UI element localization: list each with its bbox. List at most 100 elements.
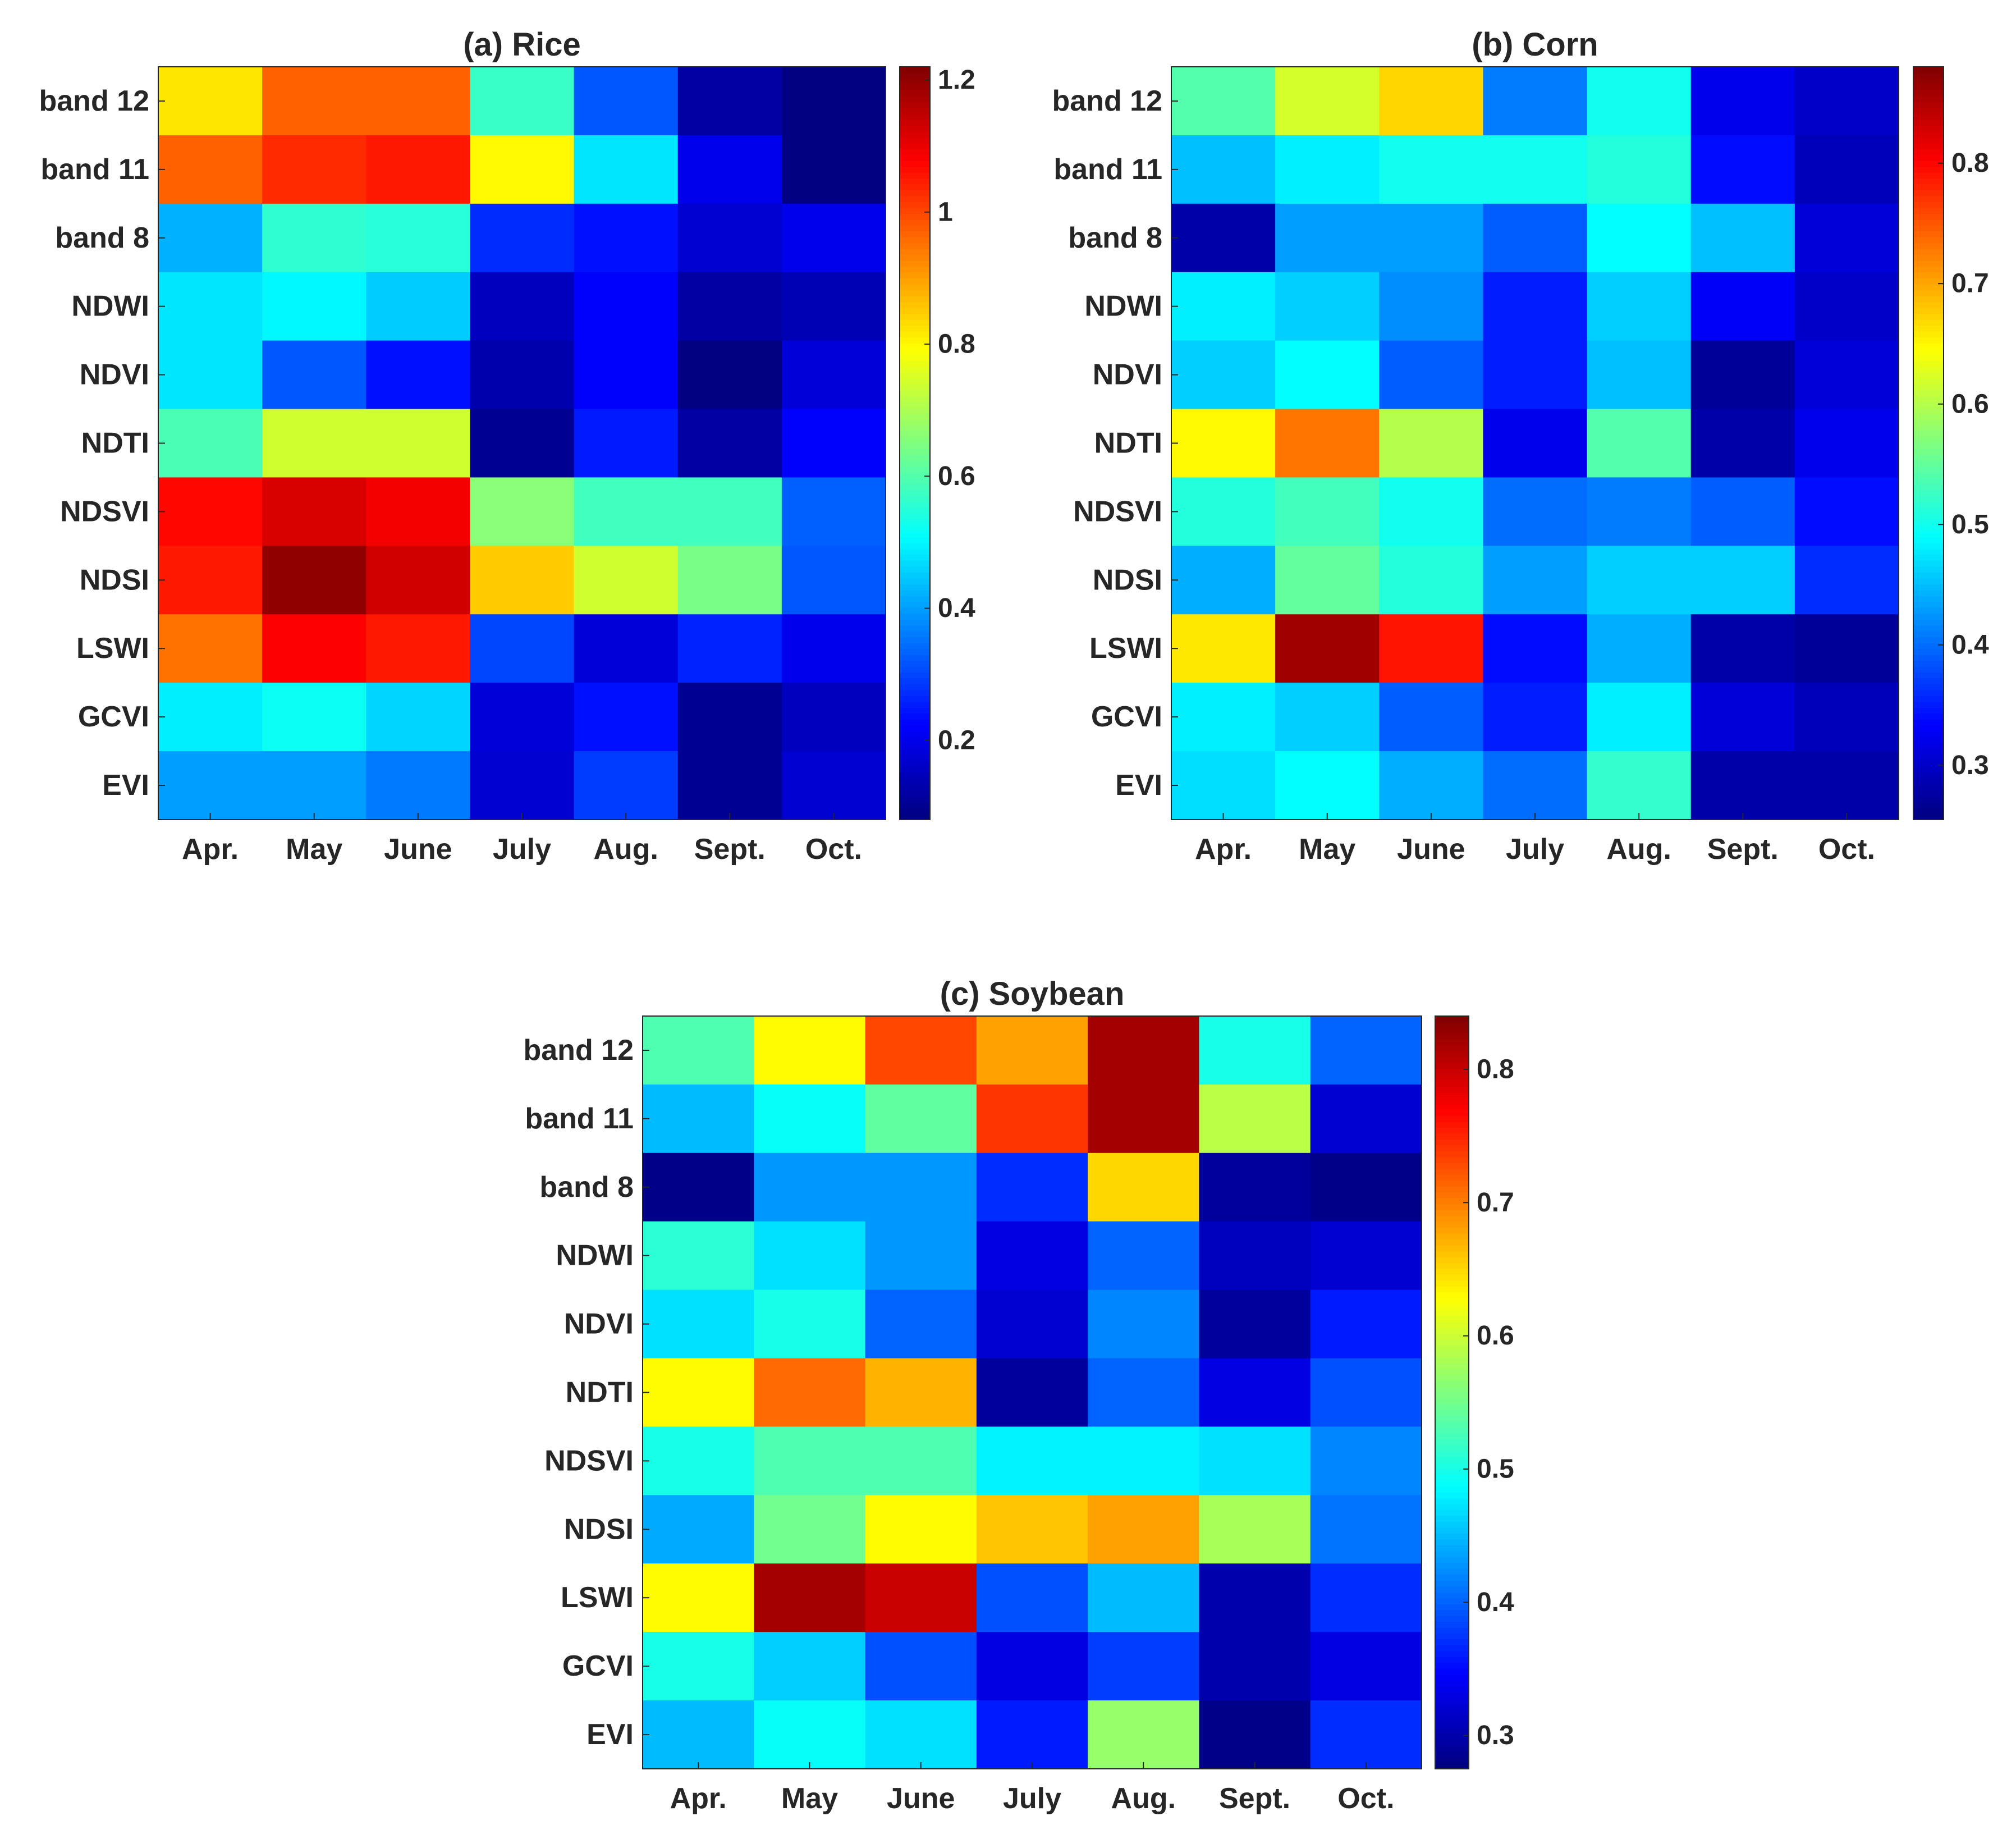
heatmap-cell-band-11-sept	[677, 135, 782, 204]
colorbar-segment	[900, 78, 930, 85]
colorbar-segment	[900, 314, 930, 321]
chart-title: (b) Corn	[1472, 26, 1598, 63]
colorbar-segment	[900, 278, 930, 285]
colorbar-segment	[900, 784, 930, 791]
colorbar-segment	[900, 414, 930, 420]
colorbar-segment	[1913, 607, 1944, 615]
colorbar-segment	[1913, 661, 1944, 667]
colorbar-segment	[1435, 1563, 1469, 1570]
colorbar-segment	[900, 666, 930, 673]
heatmap-cell-gcvi-may	[262, 683, 366, 752]
heatmap-cell-ndsi-aug	[1088, 1495, 1200, 1564]
colorbar-segment	[1913, 478, 1944, 485]
heatmap-cell-gcvi-oct	[781, 683, 886, 752]
colorbar-segment	[1435, 1704, 1469, 1711]
colorbar-segment	[1913, 243, 1944, 250]
colorbar-tick-label: 0.6	[1477, 1321, 1514, 1351]
colorbar-segment	[1913, 790, 1944, 797]
colorbar-segment	[1913, 190, 1944, 197]
y-tick-label-ndsvi: NDSVI	[544, 1444, 634, 1477]
y-tick-label-band-12: band 12	[1052, 85, 1163, 117]
heatmap-cell-ndti-june	[865, 1358, 977, 1428]
colorbar-segment	[1435, 1363, 1469, 1370]
heatmap-cell-evi-aug	[1088, 1700, 1200, 1769]
colorbar-segment	[900, 649, 930, 656]
colorbar-segment	[1435, 1351, 1469, 1358]
heatmap-cell-lswi-aug	[1587, 614, 1692, 683]
colorbar-tick-label: 0.5	[1951, 510, 1989, 539]
x-tick-label-may: May	[286, 833, 342, 866]
colorbar-segment	[1913, 437, 1944, 444]
colorbar-segment	[1435, 1533, 1469, 1540]
colorbar-segment	[1913, 696, 1944, 703]
heatmap-cell-gcvi-apr	[643, 1632, 754, 1701]
colorbar-tick-label: 0.8	[1951, 148, 1989, 178]
heatmap-cell-lswi-june	[865, 1563, 977, 1632]
heatmap-cell-band-11-apr	[1171, 135, 1276, 204]
colorbar-tick-label: 0.2	[938, 725, 975, 755]
heatmap-cell-band-12-may	[1275, 67, 1380, 136]
colorbar-segment	[1913, 460, 1944, 468]
heatmap-cell-ndsi-sept	[1199, 1495, 1311, 1564]
x-tick-label-sept: Sept.	[1707, 833, 1779, 866]
colorbar-segment	[1435, 1174, 1469, 1182]
colorbar-segment	[900, 284, 930, 291]
heatmap-cell-ndwi-june	[865, 1221, 977, 1291]
heatmap-cell-evi-june	[1379, 751, 1484, 820]
colorbar-segment	[900, 678, 930, 685]
heatmap-cell-ndwi-sept	[1199, 1221, 1311, 1291]
heatmap-cell-evi-june	[865, 1700, 977, 1769]
colorbar-segment	[900, 125, 930, 132]
heatmap-cell-band-8-may	[1275, 203, 1380, 273]
colorbar-segment	[900, 637, 930, 644]
colorbar-segment	[900, 478, 930, 485]
y-tick-label-evi: EVI	[587, 1718, 634, 1751]
y-tick-label-gcvi: GCVI	[562, 1650, 634, 1682]
colorbar-segment	[1913, 349, 1944, 356]
colorbar-segment	[1913, 167, 1944, 173]
colorbar-tick-label: 0.4	[1951, 630, 1989, 660]
heatmap-cell-evi-apr	[1171, 751, 1276, 820]
colorbar-segment	[900, 231, 930, 238]
colorbar-segment	[900, 67, 930, 74]
colorbar-segment	[1435, 1122, 1469, 1128]
colorbar-segment	[900, 367, 930, 373]
heatmap-cell-band-11-july	[976, 1084, 1088, 1154]
heatmap-cell-ndvi-apr	[643, 1289, 754, 1359]
colorbar-segment	[1913, 731, 1944, 738]
colorbar-tick-label: 1.2	[938, 65, 975, 95]
heatmap-cell-ndsi-sept	[677, 546, 782, 615]
heatmap-cell-ndvi-june	[1379, 340, 1484, 410]
heatmap-cell-ndsi-june	[366, 546, 471, 615]
heatmap-cell-evi-july	[470, 751, 575, 820]
colorbar-segment	[1435, 1510, 1469, 1517]
colorbar-segment	[1435, 1057, 1469, 1064]
colorbar-segment	[900, 490, 930, 497]
heatmap-cell-band-12-apr	[643, 1016, 754, 1085]
colorbar-segment	[1913, 631, 1944, 638]
colorbar-segment	[1913, 384, 1944, 391]
colorbar-segment	[1913, 414, 1944, 420]
colorbar-segment	[900, 331, 930, 338]
colorbar-segment	[1435, 1304, 1469, 1311]
heatmap-cell-ndti-sept	[1199, 1358, 1311, 1428]
colorbar-segment	[1435, 1033, 1469, 1040]
colorbar-segment	[1913, 784, 1944, 791]
heatmap-cell-lswi-sept	[1690, 614, 1795, 683]
colorbar-segment	[1435, 1710, 1469, 1717]
colorbar-segment	[900, 190, 930, 197]
colorbar-segment	[900, 372, 930, 379]
colorbar-segment	[1435, 1251, 1469, 1258]
colorbar-segment	[900, 196, 930, 203]
colorbar-segment	[1913, 161, 1944, 167]
colorbar-segment	[1435, 1598, 1469, 1605]
colorbar-segment	[1913, 372, 1944, 379]
colorbar-segment	[900, 213, 930, 221]
heatmap-cell-gcvi-may	[1275, 683, 1380, 752]
colorbar-segment	[1435, 1486, 1469, 1493]
heatmap-cell-ndti-aug	[1587, 409, 1692, 478]
heatmap-cell-gcvi-aug	[1088, 1632, 1200, 1701]
colorbar-segment	[1435, 1639, 1469, 1646]
colorbar-tick-label: 0.7	[1951, 269, 1989, 299]
heatmap-cell-ndsi-aug	[574, 546, 679, 615]
